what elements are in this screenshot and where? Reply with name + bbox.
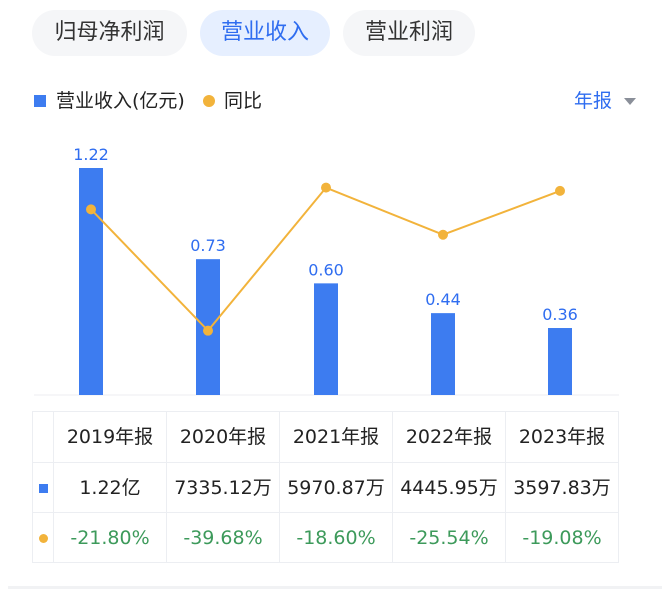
table-cell: 4445.95万 <box>392 463 505 513</box>
period-selector-label: 年报 <box>573 90 612 112</box>
table-header-cell: 2023年报 <box>505 412 618 462</box>
bottom-divider <box>8 586 662 589</box>
bar <box>548 328 572 395</box>
table-row-yoy: -21.80% -39.68% -18.60% -25.54% -19.08% <box>33 512 618 563</box>
table-header-row: 2019年报 2020年报 2021年报 2022年报 2023年报 <box>33 412 618 462</box>
tab-revenue[interactable]: 营业收入 <box>200 10 330 56</box>
table-cell: -21.80% <box>53 513 166 563</box>
yoy-point <box>321 182 331 193</box>
revenue-row-marker <box>33 463 53 513</box>
yoy-point <box>555 185 565 196</box>
table-cell: -25.54% <box>392 513 505 563</box>
dot-marker-icon <box>39 534 48 543</box>
table-cell: -18.60% <box>279 513 392 563</box>
tab-net-profit[interactable]: 归母净利润 <box>32 10 187 56</box>
bar-value-label: 0.36 <box>542 305 578 324</box>
yoy-row-marker <box>33 513 53 563</box>
bar <box>431 313 455 395</box>
table-cell: 5970.87万 <box>279 463 392 513</box>
bar-value-label: 0.44 <box>425 290 461 309</box>
table-cell: -39.68% <box>166 513 279 563</box>
table-header-cell: 2021年报 <box>279 412 392 462</box>
bar-marker-icon <box>39 484 48 493</box>
yoy-point <box>203 325 213 336</box>
bar <box>314 283 338 395</box>
period-selector[interactable]: 年报 <box>573 88 636 114</box>
revenue-chart: 1.22 0.73 0.60 0.44 0.36 <box>34 145 619 396</box>
legend-yoy-label: 同比 <box>224 90 263 112</box>
table-header-cell: 2022年报 <box>392 412 505 462</box>
legend-revenue-label: 营业收入(亿元) <box>56 90 185 112</box>
legend-line-marker <box>203 95 215 107</box>
table-header-cell: 2020年报 <box>166 412 279 462</box>
yoy-point <box>438 229 448 240</box>
tab-operating-profit[interactable]: 营业利润 <box>343 10 475 56</box>
table-cell: 3597.83万 <box>505 463 618 513</box>
table-cell: -19.08% <box>505 513 618 563</box>
table-cell: 1.22亿 <box>53 463 166 513</box>
yoy-point <box>86 204 96 215</box>
data-table: 2019年报 2020年报 2021年报 2022年报 2023年报 1.22亿… <box>32 411 619 563</box>
table-cell: 7335.12万 <box>166 463 279 513</box>
bar <box>79 168 103 395</box>
table-row-revenue: 1.22亿 7335.12万 5970.87万 4445.95万 3597.83… <box>33 462 618 513</box>
chevron-down-icon <box>624 98 636 105</box>
table-header-cell: 2019年报 <box>53 412 166 462</box>
bar-value-label: 0.60 <box>308 260 344 279</box>
bar-value-label: 1.22 <box>73 145 109 164</box>
bar-value-label: 0.73 <box>190 236 226 255</box>
legend-bar-marker <box>34 95 46 107</box>
